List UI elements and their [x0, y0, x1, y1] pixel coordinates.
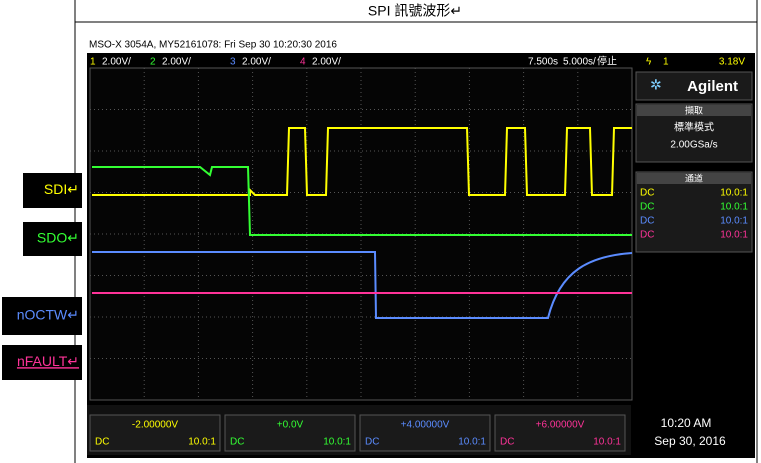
timebase: 5.000s/: [563, 57, 596, 68]
bottom-probe: 10.0:1: [458, 437, 486, 448]
bottom-probe: 10.0:1: [323, 437, 351, 448]
channel-number: 1: [90, 57, 96, 68]
offset: -2.00000V: [132, 420, 178, 431]
signal-label: SDI↵: [44, 181, 79, 197]
probe-ratio: 10.0:1: [720, 202, 748, 213]
channel-number: 3: [230, 57, 236, 68]
signal-label: nOCTW↵: [17, 307, 79, 323]
chan-title: 通道: [685, 172, 703, 183]
probe-ratio: 10.0:1: [720, 216, 748, 227]
offset-box: [89, 414, 221, 452]
offset: +4.00000V: [401, 420, 450, 431]
offset-box: [224, 414, 356, 452]
channel-scale: 2.00V/: [162, 57, 191, 68]
brand-box: [635, 71, 753, 101]
probe-ratio: 10.0:1: [720, 230, 748, 241]
waveforms: [92, 127, 633, 319]
channel-number: 4: [300, 57, 306, 68]
bottom-coupling: DC: [95, 437, 109, 448]
title: SPI 訊號波形↵: [368, 3, 462, 19]
acq-title: 擷取: [685, 104, 703, 115]
label-box: [23, 173, 82, 208]
brand-icon: ✲: [650, 77, 662, 93]
channel-scale: 2.00V/: [242, 57, 271, 68]
bottom-coupling: DC: [230, 437, 244, 448]
coupling-mode: DC: [640, 230, 654, 241]
label-box: [2, 345, 82, 380]
bottom-probe: 10.0:1: [188, 437, 216, 448]
acq-mode: 標準模式: [674, 121, 714, 134]
waveform-ch3: [92, 251, 633, 319]
waveform-ch1: [92, 127, 632, 196]
chan-header: [637, 173, 751, 184]
trigger-level: 3.18V: [719, 57, 745, 68]
label-box: [23, 222, 82, 256]
channel-number: 2: [150, 57, 156, 68]
signal-label: SDO↵: [37, 230, 79, 246]
bottom-coupling: DC: [365, 437, 379, 448]
delay: 7.500s: [528, 57, 558, 68]
sample-rate: 2.00GSa/s: [670, 140, 717, 151]
time: 10:20 AM: [661, 416, 712, 430]
trigger-icon: ϟ: [646, 57, 652, 68]
bottom-probe: 10.0:1: [593, 437, 621, 448]
label-box: [2, 297, 82, 335]
scope-header: MSO-X 3054A, MY52161078: Fri Sep 30 10:2…: [89, 40, 337, 51]
channel-scale: 2.00V/: [102, 57, 131, 68]
channel-scale: 2.00V/: [312, 57, 341, 68]
chan-box: [635, 171, 753, 253]
offset: +6.00000V: [536, 420, 585, 431]
bottom-coupling: DC: [500, 437, 514, 448]
coupling-mode: DC: [640, 202, 654, 213]
trigger-channel: 1: [663, 57, 669, 68]
status: 停止: [597, 55, 617, 68]
waveform-ch2: [92, 166, 632, 236]
brand: Agilent: [687, 78, 738, 95]
offset-box: [359, 414, 491, 452]
offset-box: [494, 414, 626, 452]
date: Sep 30, 2016: [654, 434, 726, 448]
signal-label: nFAULT↵: [17, 353, 79, 369]
grid: [90, 68, 632, 400]
offset: +0.0V: [277, 420, 304, 431]
coupling-mode: DC: [640, 216, 654, 227]
coupling-mode: DC: [640, 188, 654, 199]
probe-ratio: 10.0:1: [720, 188, 748, 199]
acq-header: [637, 105, 751, 116]
